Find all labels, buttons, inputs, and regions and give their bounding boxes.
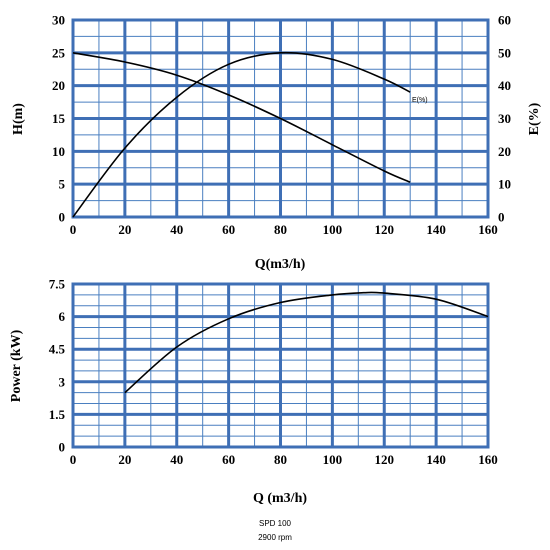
power-curve — [124, 291, 489, 394]
y2-tick-label: 50 — [498, 45, 511, 60]
y-tick-label: 5 — [59, 177, 66, 192]
head-efficiency-chart: 0 20 40 60 80 100 120 140 1600510152025300102030… — [11, 13, 542, 273]
pump-speed-label: 2900 rpm — [258, 533, 292, 542]
y-tick-label: 25 — [52, 45, 66, 60]
x-tick-label: 160 — [478, 452, 498, 467]
power-chart-x-axis-title: Q (m3/h) — [253, 491, 307, 506]
power-chart-curves — [124, 291, 489, 394]
x-tick-label: 40 — [170, 452, 183, 467]
head-chart-left-axis-title: H(m) — [11, 103, 26, 135]
x-tick-label: 100 — [323, 222, 343, 237]
x-tick-label: 160 — [478, 222, 498, 237]
power-chart: 0 20 40 60 80 100 120 140 160 0 1.5 3 4.5 6 7.5 Q (m3/… — [9, 277, 498, 507]
y2-tick-label: 60 — [498, 13, 511, 28]
x-tick-label: 80 — [274, 222, 287, 237]
y-tick-label: 6 — [59, 309, 66, 324]
y-tick-label: 15 — [52, 111, 66, 126]
efficiency-curve-label: E(%) — [412, 97, 428, 104]
head-chart-grid — [71, 18, 490, 219]
x-tick-label: 20 — [118, 452, 131, 467]
head-chart-x-axis-title: Q(m3/h) — [255, 257, 306, 272]
x-tick-label: 140 — [426, 452, 446, 467]
y-tick-label: 0 — [59, 440, 66, 455]
power-chart-ticks: 0 20 40 60 80 100 120 140 160 0 1.5 3 4.5 6 7.5 — [49, 277, 498, 468]
plot-frame — [71, 18, 490, 219]
efficiency-curve — [72, 51, 411, 218]
y2-tick-label: 40 — [498, 78, 511, 93]
power-chart-y-axis-title: Power (kW) — [9, 329, 24, 402]
y2-tick-label: 0 — [498, 210, 505, 225]
y-tick-label: 30 — [52, 13, 65, 28]
power-chart-grid — [71, 282, 490, 449]
x-tick-label: 0 — [70, 452, 77, 467]
y-tick-label: 7.5 — [49, 277, 66, 292]
x-tick-label: 40 — [170, 222, 183, 237]
x-tick-label: 20 — [118, 222, 131, 237]
y2-tick-label: 20 — [498, 144, 511, 159]
y-tick-label: 1.5 — [49, 407, 66, 422]
pump-model-label: SPD 100 — [259, 519, 292, 528]
y2-tick-label: 10 — [498, 177, 511, 192]
y2-tick-label: 30 — [498, 111, 511, 126]
x-tick-label: 60 — [222, 222, 235, 237]
y-tick-label: 4.5 — [49, 342, 66, 357]
y-tick-label: 20 — [52, 78, 65, 93]
head-chart-ticks: 0 20 40 60 80 100 120 140 1600510152025300102030… — [52, 13, 511, 238]
x-tick-label: 120 — [375, 452, 395, 467]
x-tick-label: 140 — [426, 222, 446, 237]
x-tick-label: 80 — [274, 452, 287, 467]
x-tick-label: 100 — [323, 452, 343, 467]
y-tick-label: 3 — [59, 374, 66, 389]
head-curve — [72, 52, 411, 183]
x-tick-label: 60 — [222, 452, 235, 467]
y-tick-label: 0 — [59, 210, 66, 225]
plot-frame — [71, 282, 490, 449]
head-chart-curves — [72, 51, 411, 218]
head-chart-right-axis-title: E(%) — [527, 102, 542, 135]
x-tick-label: 0 — [70, 222, 77, 237]
x-tick-label: 120 — [375, 222, 395, 237]
y-tick-label: 10 — [52, 144, 65, 159]
